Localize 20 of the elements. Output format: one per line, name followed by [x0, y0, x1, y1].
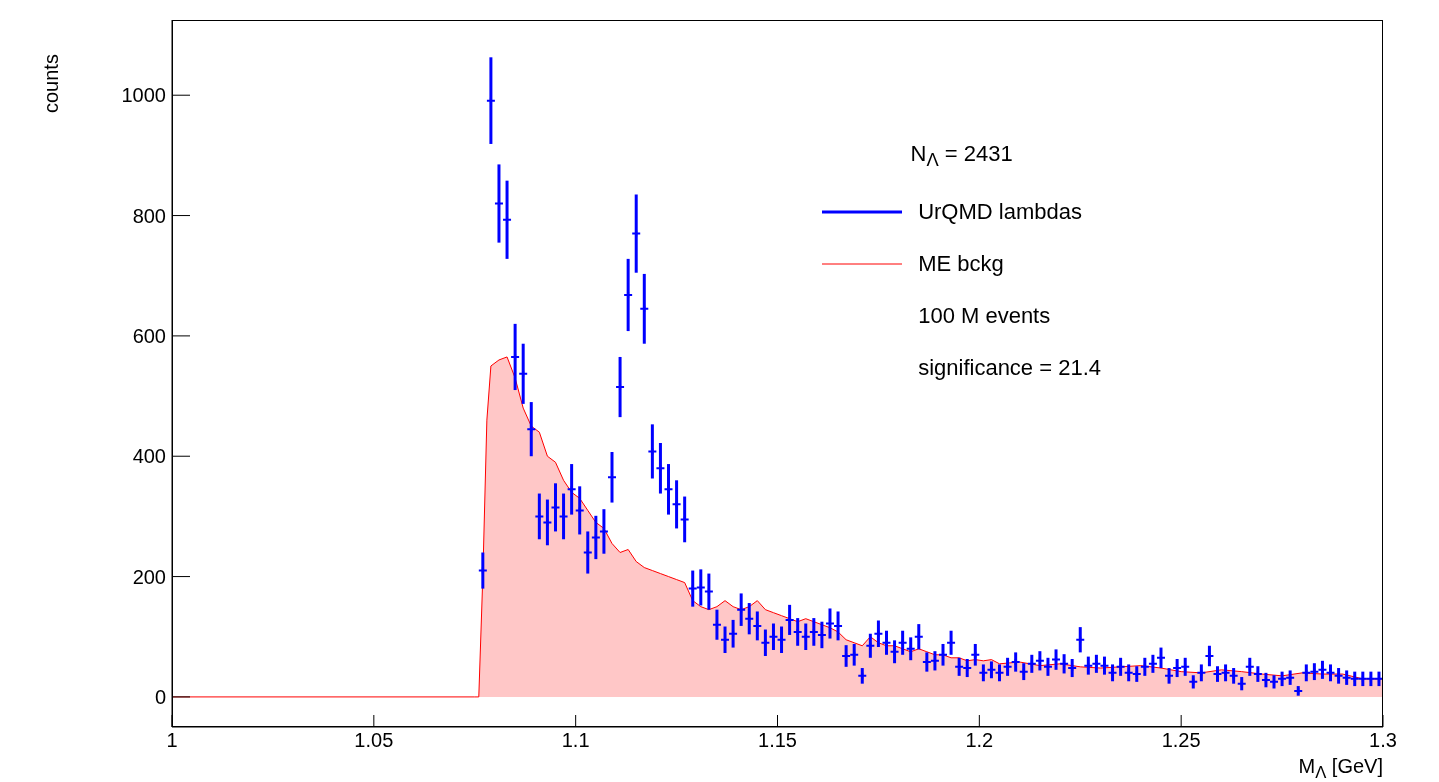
annotation: N$_{Λ}$ = 2431: [909, 140, 1014, 173]
x-tick-label: 1: [166, 729, 178, 752]
x-tick-label: 1.05: [354, 729, 394, 752]
x-tick-label: 1.3: [1369, 729, 1397, 752]
y-tick-label: 200: [132, 565, 166, 588]
y-tick-label: 0: [154, 686, 166, 709]
x-axis-title: M$_{Λ}$ [GeV]: [1298, 755, 1383, 782]
y-tick-label: 600: [132, 324, 166, 347]
x-tick-label: 1.25: [1161, 729, 1201, 752]
annotation: 100 M events: [918, 302, 1052, 331]
x-tick-label: 1.1: [561, 729, 590, 752]
x-tick-label: 1.15: [758, 729, 797, 752]
y-tick-label: 1000: [121, 84, 166, 107]
y-tick-label: 400: [132, 445, 166, 468]
legend-label: UrQMD lambdas: [918, 198, 1082, 227]
y-axis-title: counts: [40, 54, 63, 113]
x-tick-label: 1.2: [965, 729, 994, 752]
annotation: significance = 21.4: [918, 354, 1101, 383]
legend-label: ME bckg: [918, 250, 1004, 279]
y-tick-label: 800: [132, 204, 166, 227]
